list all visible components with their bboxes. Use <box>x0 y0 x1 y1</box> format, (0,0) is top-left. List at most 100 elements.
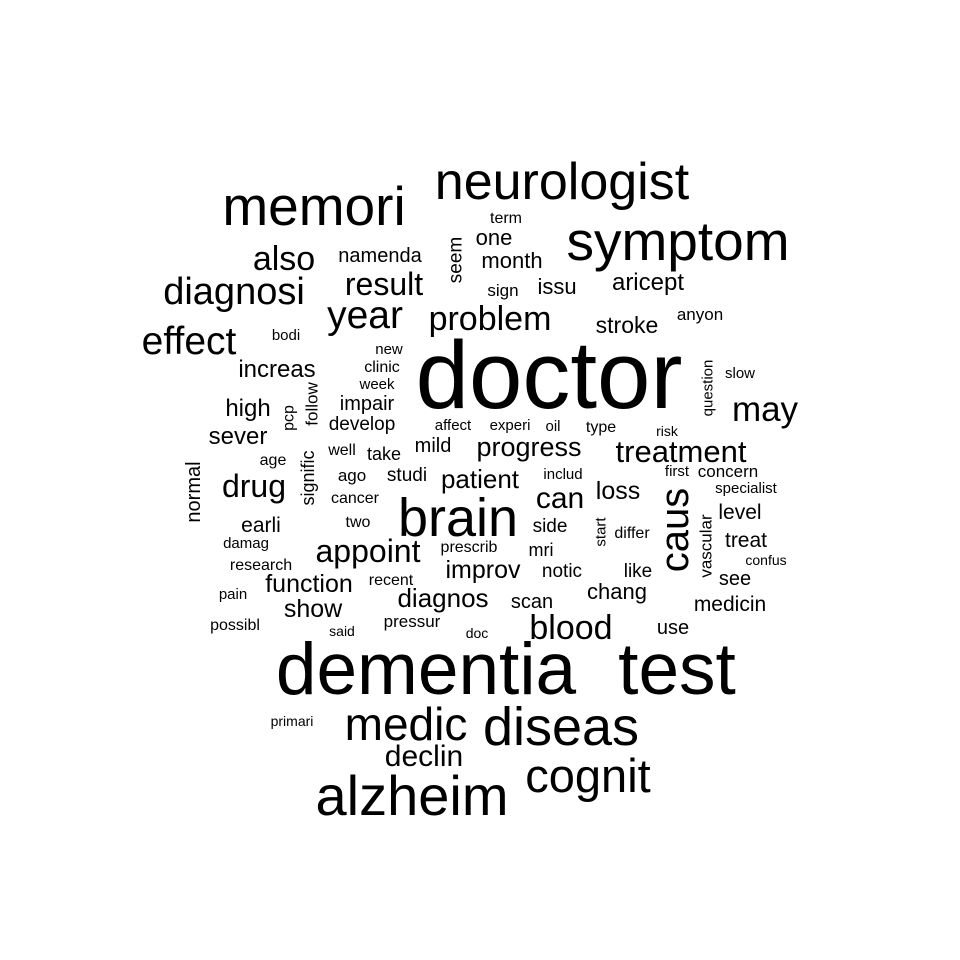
word-ago: ago <box>338 466 366 485</box>
word-may: may <box>732 390 799 429</box>
word-medic: medic <box>345 698 468 750</box>
word-month: month <box>481 248 542 273</box>
word-start: start <box>593 517 610 547</box>
word-diagnosi: diagnosi <box>163 271 305 313</box>
word-clinic: clinic <box>364 359 400 376</box>
word-test: test <box>618 629 736 710</box>
word-medicin: medicin <box>694 593 766 616</box>
word-earli: earli <box>241 514 281 537</box>
word-stroke: stroke <box>596 312 659 338</box>
word-bodi: bodi <box>272 327 300 344</box>
word-patient: patient <box>441 464 520 494</box>
word-question: question <box>700 360 717 417</box>
word-use: use <box>657 617 689 639</box>
word-includ: includ <box>543 466 582 483</box>
word-progress: progress <box>476 432 581 462</box>
word-increas: increas <box>238 356 315 383</box>
word-normal: normal <box>183 461 205 522</box>
word-aricept: aricept <box>612 269 684 296</box>
word-declin: declin <box>385 740 463 773</box>
word-improv: improv <box>445 556 521 584</box>
word-well: well <box>327 442 356 459</box>
word-loss: loss <box>596 477 640 505</box>
word-studi: studi <box>387 465 427 486</box>
word-year: year <box>327 294 403 337</box>
word-caus: caus <box>653 488 697 573</box>
word-see: see <box>719 568 751 590</box>
word-differ: differ <box>614 525 650 542</box>
word-notic: notic <box>542 561 582 582</box>
word-one: one <box>476 225 513 250</box>
word-said: said <box>329 623 355 639</box>
word-brain: brain <box>398 488 518 548</box>
word-drug: drug <box>222 468 286 504</box>
word-doc: doc <box>466 625 489 641</box>
word-namenda: namenda <box>338 245 422 267</box>
word-doctor: doctor <box>416 322 683 429</box>
word-scan: scan <box>511 591 553 613</box>
word-dementia: dementia <box>276 629 577 710</box>
word-issu: issu <box>537 274 576 299</box>
word-slow: slow <box>725 365 755 382</box>
word-research: research <box>230 557 292 574</box>
word-treatment: treatment <box>616 434 747 469</box>
word-two: two <box>346 514 371 531</box>
word-chang: chang <box>587 579 647 604</box>
word-risk: risk <box>656 423 679 439</box>
word-neurologist: neurologist <box>435 153 690 211</box>
word-develop: develop <box>329 414 396 435</box>
word-diagnos: diagnos <box>397 583 488 613</box>
word-effect: effect <box>142 320 237 363</box>
word-memori: memori <box>222 175 405 237</box>
word-symptom: symptom <box>566 210 789 272</box>
word-function: function <box>265 570 353 598</box>
word-sign: sign <box>487 281 518 300</box>
word-high: high <box>225 395 270 422</box>
word-specialist: specialist <box>715 480 778 497</box>
word-mild: mild <box>415 435 452 457</box>
word-treat: treat <box>725 529 767 552</box>
word-blood: blood <box>529 609 612 647</box>
word-anyon: anyon <box>677 305 723 324</box>
word-like: like <box>624 561 653 582</box>
word-confus: confus <box>745 552 786 568</box>
word-pressur: pressur <box>384 612 441 631</box>
word-week: week <box>358 376 395 393</box>
word-prescrib: prescrib <box>441 539 498 556</box>
word-mri: mri <box>529 540 554 560</box>
word-result: result <box>345 266 423 302</box>
word-oil: oil <box>545 418 560 435</box>
word-type: type <box>586 419 616 436</box>
word-damag: damag <box>223 535 269 552</box>
word-pcp: pcp <box>281 405 298 431</box>
word-term: term <box>490 210 522 227</box>
word-concern: concern <box>698 462 758 481</box>
word-new: new <box>375 341 403 358</box>
word-sever: sever <box>209 423 268 450</box>
word-alzheim: alzheim <box>316 764 509 827</box>
word-affect: affect <box>435 417 472 434</box>
word-recent: recent <box>369 572 414 589</box>
word-impair: impair <box>340 393 395 415</box>
word-experi: experi <box>490 417 531 434</box>
word-take: take <box>367 444 401 464</box>
word-follow: follow <box>303 382 322 426</box>
word-cancer: cancer <box>331 490 380 507</box>
word-problem: problem <box>429 300 552 338</box>
word-possibl: possibl <box>210 617 260 634</box>
word-age: age <box>260 452 287 469</box>
word-seem: seem <box>446 237 467 283</box>
word-show: show <box>284 595 343 623</box>
word-also: also <box>253 240 315 278</box>
word-appoint: appoint <box>316 533 421 569</box>
word-signific: signific <box>298 450 318 505</box>
word-can: can <box>536 482 584 515</box>
word-level: level <box>718 501 761 524</box>
word-pain: pain <box>219 586 247 603</box>
word-first: first <box>665 463 690 480</box>
word-primari: primari <box>271 713 314 729</box>
word-diseas: diseas <box>483 697 639 757</box>
word-vascular: vascular <box>697 514 716 578</box>
word-cognit: cognit <box>525 749 650 802</box>
